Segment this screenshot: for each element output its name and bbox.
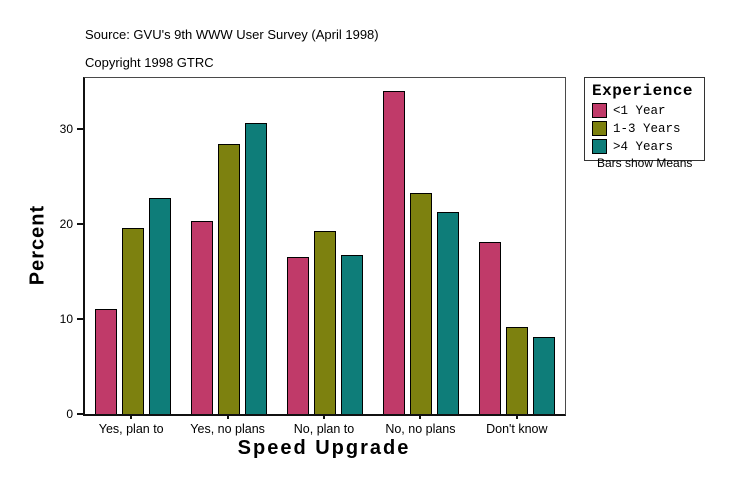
legend-items: <1 Year 1-3 Years >4 Years (592, 103, 699, 154)
bar-group (85, 78, 181, 414)
y-tick-label: 0 (66, 407, 73, 421)
y-tick-label: 10 (59, 312, 73, 327)
copyright-text: Copyright 1998 GTRC (85, 55, 214, 70)
bar (437, 211, 459, 414)
y-tick: 10 (60, 313, 85, 325)
bar (383, 91, 405, 414)
bar (149, 197, 171, 414)
x-axis-title: Speed Upgrade (237, 437, 411, 459)
y-tick-label: 30 (59, 122, 73, 137)
y-tick: 30 (60, 123, 85, 135)
bar (314, 230, 336, 414)
bar-group (469, 78, 565, 414)
legend-label: <1 Year (613, 103, 666, 118)
bar (245, 122, 267, 414)
x-category-label: Don't know (469, 414, 565, 436)
y-tick-mark (77, 413, 85, 415)
legend-label: 1-3 Years (613, 121, 681, 136)
legend-item: >4 Years (592, 139, 699, 154)
plot-bars (85, 78, 565, 414)
y-axis-title: Percent (26, 204, 49, 286)
legend-box: Experience <1 Year 1-3 Years >4 Years (584, 77, 705, 161)
bar (410, 192, 432, 414)
x-tick-mark (130, 414, 133, 419)
x-tick-mark (226, 414, 229, 419)
bar (95, 308, 117, 414)
legend-item: 1-3 Years (592, 121, 699, 136)
bar (191, 221, 213, 414)
legend-title: Experience (592, 82, 694, 100)
bar (341, 254, 363, 414)
y-tick: 0 (66, 408, 85, 420)
plot-area: 0 10 20 30 (60, 77, 566, 420)
x-axis-labels: Yes, plan to Yes, no plans No, plan to No, … (83, 414, 565, 436)
source-text: Source: GVU's 9th WWW User Survey (April… (85, 27, 379, 42)
legend-note: Bars show Means (597, 156, 693, 170)
y-tick: 20 (60, 218, 85, 230)
bar (122, 228, 144, 414)
y-tick-mark (77, 128, 85, 131)
x-category-label: No, plan to (276, 414, 372, 436)
y-tick-label: 20 (59, 217, 73, 232)
bar (533, 337, 555, 414)
bar (479, 242, 501, 414)
x-tick-mark (515, 414, 518, 419)
x-category-label: Yes, no plans (179, 414, 275, 436)
x-tick-mark (419, 414, 422, 419)
legend-swatch (592, 139, 607, 154)
legend-label: >4 Years (613, 139, 674, 154)
y-tick-mark (77, 318, 85, 321)
bar (506, 326, 528, 414)
bar-group (181, 78, 277, 414)
bar-group (277, 78, 373, 414)
x-category-label: Yes, plan to (83, 414, 179, 436)
bar (218, 143, 240, 414)
y-tick-mark (77, 223, 85, 226)
legend-swatch (592, 103, 607, 118)
x-tick-mark (323, 414, 326, 419)
legend-swatch (592, 121, 607, 136)
bar (287, 257, 309, 414)
x-category-label: No, no plans (372, 414, 468, 436)
bar-group (373, 78, 469, 414)
legend-item: <1 Year (592, 103, 699, 118)
